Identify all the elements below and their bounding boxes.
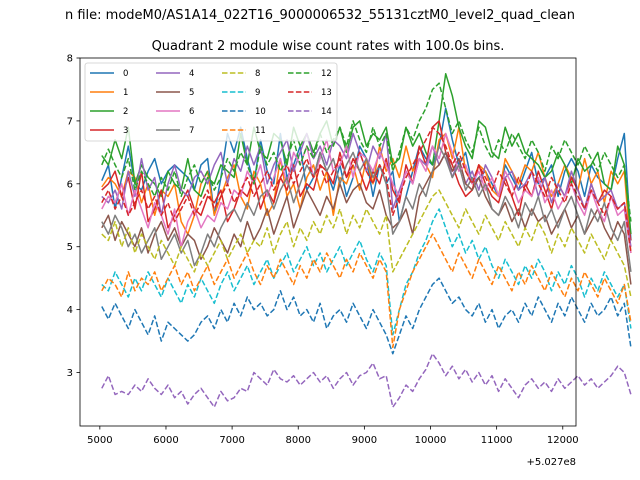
legend-label: 6 (189, 107, 194, 117)
legend-label: 12 (321, 69, 332, 79)
series-line-2 (101, 72, 632, 235)
series-line-13 (101, 126, 632, 254)
legend-label: 11 (255, 126, 266, 136)
legend-label: 7 (189, 126, 194, 136)
legend-label: 14 (321, 107, 332, 117)
legend-label: 2 (123, 107, 128, 117)
x-tick-label: 8000 (286, 435, 311, 446)
series-line-8 (101, 189, 632, 298)
legend-box (84, 62, 338, 142)
legend-label: 5 (189, 88, 194, 98)
series-line-9 (101, 208, 632, 336)
series-line-5 (101, 151, 632, 285)
y-tick-label: 4 (67, 305, 73, 316)
series-layer (101, 72, 632, 408)
series-line-11 (101, 233, 632, 349)
figure-suptitle: n file: modeM0/AS1A14_022T16_9000006532_… (65, 8, 575, 23)
x-tick-label: 7000 (219, 435, 244, 446)
legend-label: 4 (189, 69, 194, 79)
x-axis: 5000 6000 7000 8000 9000 10000 11000 12000 (87, 426, 579, 446)
legend-label: 9 (255, 88, 260, 98)
chart-title: Quadrant 2 module wise count rates with … (152, 39, 505, 54)
x-tick-label: 11000 (481, 435, 513, 446)
x-axis-offset-label: +5.027e8 (526, 457, 576, 468)
legend-label: 8 (255, 69, 260, 79)
y-axis: 3 4 5 6 7 8 (67, 54, 80, 379)
y-tick-label: 3 (67, 368, 73, 379)
legend-label: 3 (123, 126, 128, 136)
y-tick-label: 7 (67, 116, 73, 127)
y-tick-label: 5 (67, 242, 73, 253)
x-tick-label: 12000 (547, 435, 579, 446)
plot-frame (79, 57, 577, 427)
series-line-10 (101, 277, 632, 355)
x-tick-label: 6000 (153, 435, 178, 446)
legend-label: 13 (321, 88, 332, 98)
x-tick-label: 9000 (352, 435, 377, 446)
legend-label: 10 (255, 107, 266, 117)
series-line-7 (101, 145, 632, 272)
y-tick-label: 6 (67, 179, 73, 190)
legend-label: 0 (123, 69, 128, 79)
x-tick-label: 10000 (415, 435, 447, 446)
series-line-14 (101, 352, 632, 408)
legend-label: 1 (123, 88, 128, 98)
y-tick-label: 8 (67, 54, 73, 65)
series-line-12 (101, 82, 632, 222)
x-tick-label: 5000 (87, 435, 112, 446)
